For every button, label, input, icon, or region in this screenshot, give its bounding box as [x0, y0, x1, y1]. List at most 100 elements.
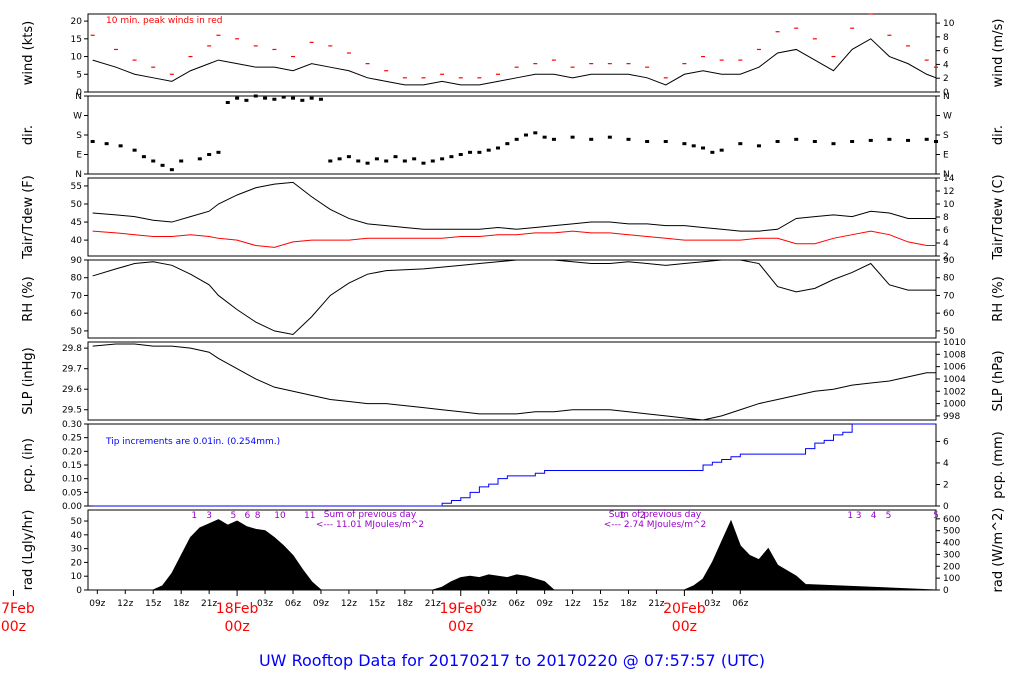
- dir-series-wind-direction-point: [281, 95, 286, 99]
- rh-right-tick-label: 80: [943, 274, 955, 284]
- rad-ylabel-left: rad (Lgly/hr): [21, 510, 36, 591]
- wind-right-tick-label: 0: [943, 88, 949, 98]
- dir-right-tick-label: S: [943, 131, 949, 141]
- temp-series-tair-line: [92, 181, 936, 232]
- rad-hour-marker: 11: [304, 511, 315, 521]
- panel-slp: 29.5 29.6 29.7 29.8 998 1000 1002 1004 1006 1008 1…: [21, 338, 1006, 422]
- dir-series-wind-direction-point: [328, 159, 333, 163]
- wind-left-tick-label: 15: [71, 35, 82, 45]
- rh-right-tick-label: 70: [943, 291, 955, 301]
- rad-hour-marker: 8: [255, 511, 261, 521]
- slp-left-tick-label: 29.7: [62, 365, 82, 375]
- rh-left-tick-label: 80: [71, 274, 83, 284]
- x-hour-tick-label: 03z: [704, 599, 720, 609]
- dir-series-wind-direction-point: [505, 142, 510, 146]
- dir-series-wind-direction-point: [440, 157, 445, 161]
- slp-right-tick-label: 1004: [943, 375, 966, 385]
- slp-left-tick-label: 29.8: [62, 344, 82, 354]
- slp-right-tick-label: 1006: [943, 363, 966, 373]
- x-hour-tick-label: 03z: [257, 599, 273, 609]
- dir-series-wind-direction-point: [318, 97, 323, 101]
- dir-series-wind-direction-point: [794, 137, 799, 141]
- x-hour-tick-label: 12z: [341, 599, 357, 609]
- dir-series-wind-direction-point: [179, 159, 184, 163]
- dir-series-wind-direction-point: [402, 159, 407, 163]
- dir-series-wind-direction-point: [775, 140, 780, 143]
- x-hour-tick-label: 06z: [509, 599, 525, 609]
- x-hour-tick-label: 12z: [564, 599, 580, 609]
- rad-left-tick-label: 10: [71, 572, 83, 582]
- pcp-right-tick-label: 0: [943, 502, 949, 512]
- dir-series-wind-direction-point: [300, 98, 305, 102]
- rad-left-tick-label: 0: [76, 586, 82, 596]
- temp-right-tick-label: 10: [943, 200, 955, 210]
- dir-series-wind-direction-point: [225, 101, 230, 104]
- slp-left-tick-label: 29.6: [62, 385, 82, 395]
- dir-series-wind-direction-point: [589, 137, 594, 141]
- rad-hour-marker: 5: [933, 511, 939, 521]
- wind-left-tick-label: 5: [76, 70, 82, 80]
- rh-right-tick-label: 90: [943, 256, 955, 266]
- rad-hour-marker: 5: [231, 511, 237, 521]
- rad-left-tick-label: 50: [71, 517, 83, 527]
- dir-series-wind-direction-point: [533, 131, 538, 135]
- rad-right-tick-label: 600: [943, 515, 960, 525]
- rh-ylabel-right: RH (%): [991, 276, 1006, 321]
- dir-series-wind-direction-point: [141, 155, 146, 159]
- x-hour-tick-label: 03z: [481, 599, 497, 609]
- pcp-left-tick-label: 0.05: [62, 488, 82, 498]
- x-hour-tick-label: 06z: [285, 599, 301, 609]
- x-date-label: 20Feb: [663, 601, 706, 617]
- x-hour-tick-label: 09z: [89, 599, 105, 609]
- rh-right-tick-label: 50: [943, 327, 955, 337]
- dir-series-wind-direction-point: [924, 137, 929, 141]
- dir-series-wind-direction-point: [570, 135, 575, 139]
- x-hour-tick-label: 21z: [201, 599, 217, 609]
- rad-right-tick-label: 200: [943, 562, 960, 572]
- dir-series-wind-direction-point: [449, 155, 454, 159]
- x-hour-tick-label: 18z: [397, 599, 413, 609]
- slp-right-tick-label: 1010: [943, 338, 966, 348]
- dir-series-wind-direction-point: [719, 148, 724, 152]
- x-hour-tick-label: 12z: [117, 599, 133, 609]
- pcp-left-tick-label: 0.25: [62, 434, 82, 444]
- dir-series-wind-direction-point: [542, 135, 547, 139]
- wind-left-tick-label: 10: [71, 53, 83, 63]
- dir-series-wind-direction-point: [831, 142, 836, 146]
- pcp-right-tick-label: 6: [943, 437, 949, 447]
- dir-left-tick-label: N: [75, 170, 82, 180]
- rad-hour-marker: 3: [856, 511, 862, 521]
- dir-series-wind-direction-point: [151, 159, 156, 163]
- panel-rh: 50 60 70 80 90 50 60 70 80 90 RH (%) RH (%): [21, 256, 1006, 339]
- dir-series-wind-direction-point: [216, 150, 221, 154]
- rad-hour-marker: 4: [871, 511, 877, 521]
- rh-right-tick-label: 60: [943, 309, 955, 319]
- dir-series-wind-direction-point: [421, 161, 426, 165]
- dir-right-tick-label: N: [943, 170, 950, 180]
- rh-left-tick-label: 50: [71, 327, 83, 337]
- wind-frame: [87, 13, 937, 93]
- x-date-hour-label: 00z: [448, 619, 473, 635]
- dir-series-wind-direction-point: [132, 148, 137, 152]
- rad-left-tick-label: 40: [71, 531, 83, 541]
- rad-sum-note-line: Sum of previous day: [609, 510, 702, 520]
- x-hour-tick-label: 18z: [173, 599, 189, 609]
- slp-ylabel-left: SLP (inHg): [21, 347, 36, 415]
- figure-title: UW Rooftop Data for 20170217 to 20170220…: [259, 651, 765, 670]
- rad-right-tick-label: 500: [943, 527, 960, 537]
- wind-annotation: 10 min. peak winds in red: [106, 16, 223, 26]
- pcp-right-tick-label: 2: [943, 480, 949, 490]
- dir-left-tick-label: S: [76, 131, 82, 141]
- wind-left-tick-label: 20: [71, 17, 83, 27]
- dir-series-wind-direction-point: [160, 163, 165, 167]
- rad-series-solar-radiation-area: [92, 519, 937, 591]
- pcp-left-tick-label: 0.00: [62, 502, 82, 512]
- wind-series-wind-speed-line: [92, 38, 937, 86]
- dir-series-wind-direction-point: [486, 148, 491, 152]
- x-hour-tick-label: 15z: [369, 599, 385, 609]
- rad-hour-marker: 6: [244, 511, 250, 521]
- pcp-ylabel-right: pcp. (mm): [991, 431, 1006, 498]
- dir-series-wind-direction-point: [626, 137, 631, 141]
